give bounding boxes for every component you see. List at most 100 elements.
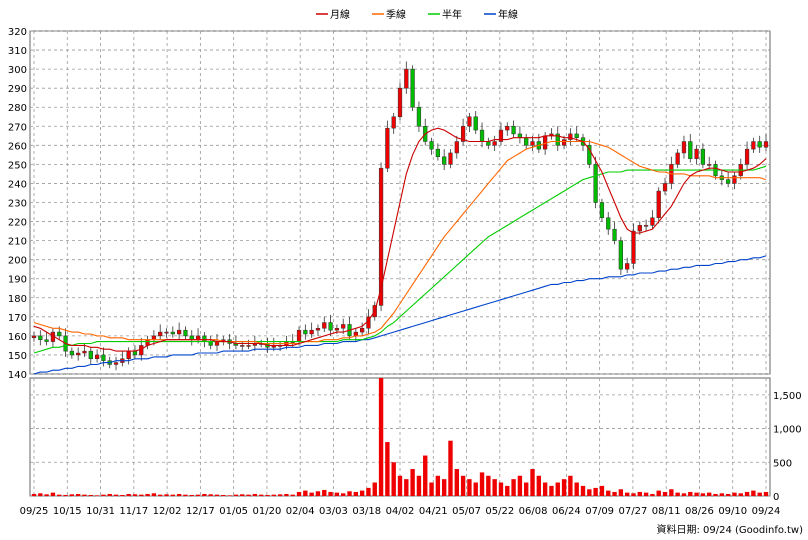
price-tick-label: 240 <box>8 179 27 190</box>
volume-bar <box>587 489 592 496</box>
volume-bar <box>88 494 93 496</box>
date-tick-label: 05/22 <box>485 506 514 517</box>
candle-body <box>631 230 636 264</box>
candle-body <box>688 141 693 159</box>
volume-bar <box>574 482 579 496</box>
volume-bar <box>410 469 415 496</box>
volume-tick-label: 500 <box>773 458 792 469</box>
volume-bar <box>725 493 731 496</box>
candle-body <box>360 328 365 333</box>
volume-bar <box>233 494 239 496</box>
volume-bar <box>650 493 655 496</box>
legend-label: 月線 <box>330 8 350 21</box>
volume-bar <box>315 491 321 496</box>
candle-body <box>675 152 680 165</box>
volume-bar <box>700 493 706 496</box>
price-tick-label: 140 <box>8 370 27 381</box>
candle-body <box>57 331 62 337</box>
candle-body <box>732 175 737 184</box>
date-tick-label: 11/17 <box>119 506 148 517</box>
volume-grid <box>29 377 771 497</box>
volume-tick-label: 0 <box>773 492 779 503</box>
volume-bar <box>448 440 453 496</box>
legend: 月線 季線 半年 年線 <box>316 8 518 21</box>
candle-body <box>606 217 611 230</box>
volume-bar <box>454 469 459 496</box>
date-tick-label: 01/05 <box>219 506 248 517</box>
candle-body <box>38 335 43 340</box>
candle-body <box>113 362 119 365</box>
volume-bar <box>486 475 491 496</box>
candle-body <box>240 345 245 347</box>
candle-body <box>309 329 314 335</box>
candle-body <box>132 350 138 356</box>
volume-bar <box>366 487 371 496</box>
candle-body <box>492 141 497 146</box>
volume-bar <box>530 469 535 496</box>
volume-bar <box>397 475 403 496</box>
candle-body <box>397 87 403 117</box>
volume-bar <box>637 491 642 496</box>
legend-label: 季線 <box>386 8 406 21</box>
volume-bar <box>240 494 245 496</box>
volume-bar <box>391 462 396 496</box>
candle-body <box>435 148 440 158</box>
price-tick-label: 210 <box>8 237 27 248</box>
price-tick-label: 270 <box>8 122 27 133</box>
volume-bar <box>164 494 169 496</box>
volume-bar <box>359 490 365 496</box>
volume-bar <box>296 491 302 496</box>
date-tick-label: 07/27 <box>618 506 647 517</box>
candle-body <box>454 141 459 154</box>
price-tick-label: 170 <box>8 313 27 324</box>
volume-bar <box>467 479 472 496</box>
candle-body <box>69 350 74 356</box>
date-tick-label: 04/21 <box>419 506 448 517</box>
volume-bar <box>38 493 43 496</box>
volume-bars <box>31 378 769 496</box>
volume-bar <box>580 485 586 496</box>
volume-bar <box>675 492 680 496</box>
date-tick-label: 04/02 <box>386 506 415 517</box>
volume-bar <box>738 493 743 496</box>
data-date-footer: 資料日期: 09/24 (Goodinfo.tw) <box>656 523 803 536</box>
candlesticks <box>31 61 769 371</box>
volume-bar <box>265 494 270 496</box>
volume-bar <box>744 491 750 496</box>
volume-bar <box>719 493 725 496</box>
volume-bar <box>669 489 674 496</box>
candle-body <box>353 331 358 337</box>
volume-bar <box>328 491 333 496</box>
half-year-line <box>33 165 767 354</box>
volume-bar <box>290 494 295 496</box>
price-grid <box>29 30 771 375</box>
candle-body <box>429 141 434 150</box>
candle-body <box>151 335 157 340</box>
candle-body <box>448 152 453 165</box>
candle-body <box>593 164 598 203</box>
candle-body <box>618 240 623 270</box>
volume-bar <box>707 492 712 496</box>
volume-bar <box>208 494 213 496</box>
volume-bar <box>126 493 131 496</box>
volume-bar <box>341 493 346 496</box>
moving-average-lines <box>33 127 767 375</box>
candle-body <box>442 156 447 165</box>
axes: 140 150 160 170 180 190 200 210 220 230 240 250 260 2… <box>8 27 802 517</box>
price-tick-label: 220 <box>8 218 27 229</box>
date-tick-label: 12/17 <box>186 506 215 517</box>
volume-bar <box>158 494 163 496</box>
candle-body <box>763 141 769 148</box>
candle-body <box>126 350 131 360</box>
price-tick-label: 310 <box>8 46 27 57</box>
volume-bar <box>385 442 390 496</box>
date-tick-label: 05/07 <box>452 506 481 517</box>
volume-bar <box>151 493 157 496</box>
volume-bar <box>309 492 314 496</box>
volume-bar <box>606 490 611 496</box>
date-tick-label: 07/09 <box>585 506 614 517</box>
candle-body <box>517 133 523 138</box>
volume-bar <box>189 494 194 496</box>
candle-body <box>612 228 617 241</box>
